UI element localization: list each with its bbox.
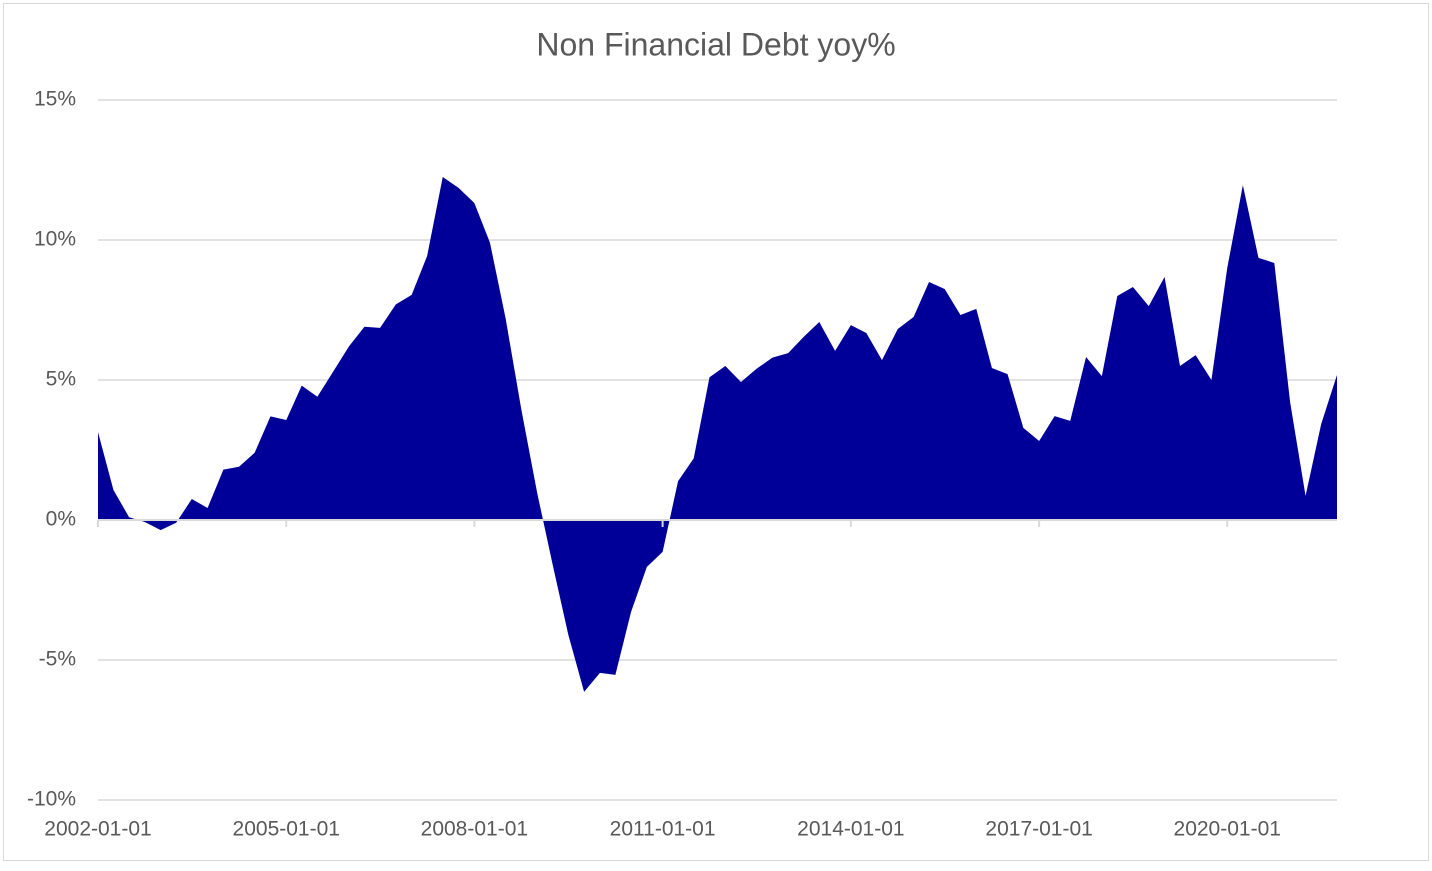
y-tick-label: 15% — [34, 88, 76, 111]
x-tick-label: 2011-01-01 — [610, 818, 716, 841]
x-tick-label: 2014-01-01 — [797, 818, 904, 841]
area — [98, 177, 1337, 692]
y-tick-label: 10% — [34, 228, 76, 251]
chart-title: Non Financial Debt yoy% — [536, 26, 895, 62]
x-tick-label: 2020-01-01 — [1174, 818, 1281, 841]
y-tick-label: 0% — [46, 508, 76, 531]
x-tick-label: 2002-01-01 — [44, 818, 151, 841]
y-tick-label: -10% — [27, 788, 76, 811]
y-tick-label: 5% — [46, 368, 76, 391]
x-tick-label: 2017-01-01 — [985, 818, 1092, 841]
y-tick-label: -5% — [39, 648, 76, 671]
x-tick-label: 2005-01-01 — [233, 818, 340, 841]
x-tick-label: 2008-01-01 — [421, 818, 528, 841]
